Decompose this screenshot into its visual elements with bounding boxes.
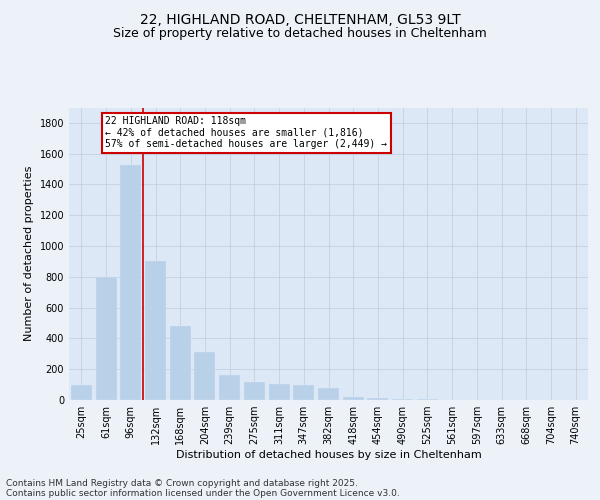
Text: 22, HIGHLAND ROAD, CHELTENHAM, GL53 9LT: 22, HIGHLAND ROAD, CHELTENHAM, GL53 9LT	[140, 12, 460, 26]
Bar	[392, 399, 413, 400]
Bar	[318, 388, 339, 400]
X-axis label: Distribution of detached houses by size in Cheltenham: Distribution of detached houses by size …	[176, 450, 481, 460]
Bar	[71, 384, 92, 400]
Text: 22 HIGHLAND ROAD: 118sqm
← 42% of detached houses are smaller (1,816)
57% of sem: 22 HIGHLAND ROAD: 118sqm ← 42% of detach…	[106, 116, 388, 150]
Bar	[417, 399, 438, 400]
Bar	[219, 376, 240, 400]
Bar	[170, 326, 191, 400]
Bar	[244, 382, 265, 400]
Bar	[293, 386, 314, 400]
Text: Size of property relative to detached houses in Cheltenham: Size of property relative to detached ho…	[113, 28, 487, 40]
Text: Contains HM Land Registry data © Crown copyright and database right 2025.: Contains HM Land Registry data © Crown c…	[6, 478, 358, 488]
Bar	[194, 352, 215, 400]
Bar	[269, 384, 290, 400]
Y-axis label: Number of detached properties: Number of detached properties	[24, 166, 34, 342]
Bar	[95, 277, 116, 400]
Bar	[145, 262, 166, 400]
Bar	[367, 398, 388, 400]
Text: Contains public sector information licensed under the Open Government Licence v3: Contains public sector information licen…	[6, 488, 400, 498]
Bar	[343, 397, 364, 400]
Bar	[120, 165, 141, 400]
